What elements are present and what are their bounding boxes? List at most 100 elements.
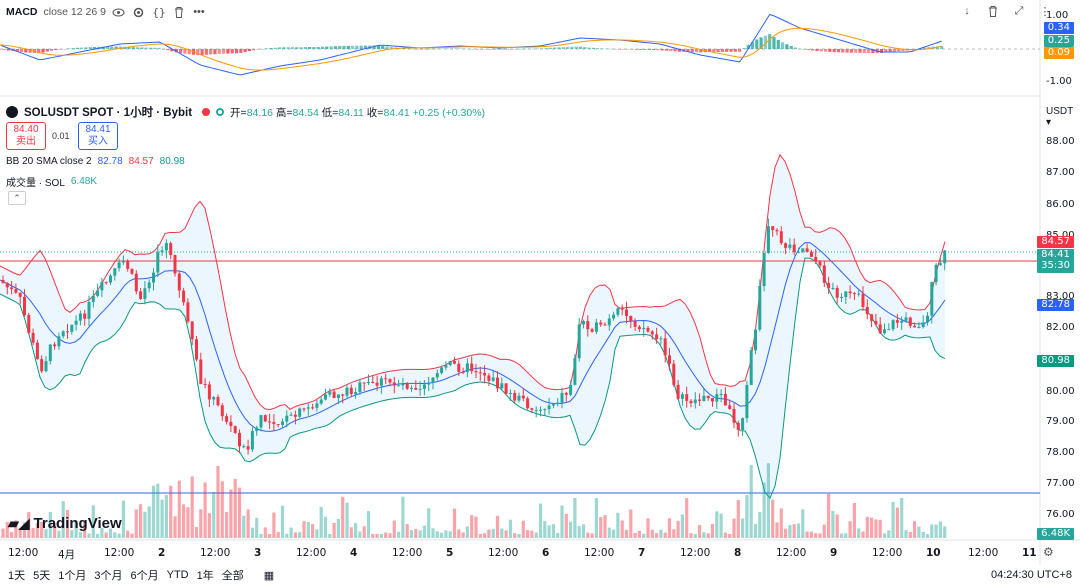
volume-bar: [87, 533, 91, 538]
volume-bar: [629, 509, 633, 538]
volume-bar: [405, 524, 409, 538]
time-axis-label: 12:00: [680, 547, 711, 559]
candle: [319, 399, 323, 404]
candle: [745, 384, 749, 419]
range-1m[interactable]: 1个月: [58, 570, 87, 582]
candle: [625, 309, 628, 316]
buy-price: 84.41: [85, 124, 111, 135]
time-axis-label: 12:00: [776, 547, 807, 559]
volume-bar: [569, 521, 573, 538]
volume-bar: [358, 531, 362, 538]
bb-upper-tag: 84.57: [1037, 236, 1074, 248]
volume-bar: [732, 518, 736, 538]
volume-bar: [18, 528, 22, 538]
range-1y[interactable]: 1年: [196, 570, 214, 582]
volume-bar: [113, 532, 117, 538]
volume-bar: [521, 520, 525, 538]
arrow-down-icon[interactable]: ↓: [964, 5, 970, 17]
candle: [530, 408, 534, 410]
range-all[interactable]: 全部: [221, 570, 244, 582]
macd-histogram-bar: [183, 49, 187, 54]
settings-icon[interactable]: [132, 5, 146, 19]
maximize-icon[interactable]: ⤢: [1014, 4, 1024, 17]
sell-button[interactable]: 84.40 卖出: [6, 122, 46, 150]
candle: [431, 377, 435, 383]
volume-bar: [594, 498, 598, 538]
macd-histogram-bar: [342, 45, 346, 49]
candle: [23, 296, 26, 316]
currency-selector[interactable]: USDT ▾: [1046, 106, 1080, 128]
pane-more-icon[interactable]: ⋮: [1039, 5, 1051, 18]
candle: [401, 383, 405, 386]
buy-button[interactable]: 84.41 买入: [78, 122, 118, 150]
volume-bar: [543, 521, 547, 538]
candle: [921, 322, 925, 327]
macd-histogram-bar: [695, 49, 699, 53]
volume-bar: [882, 533, 887, 538]
volume-bar: [259, 533, 263, 538]
volume-bar: [620, 520, 624, 538]
calendar-icon[interactable]: ▦: [263, 569, 275, 582]
candle: [1, 280, 5, 283]
macd-histogram-bar: [858, 49, 862, 53]
macd-histogram-bar: [604, 48, 608, 50]
change-value: +0.25 (+0.30%): [412, 106, 486, 119]
macd-legend: MACD close 12 26 9 {} •••: [6, 5, 206, 19]
candle: [324, 394, 327, 400]
candle: [53, 344, 57, 347]
clock[interactable]: 04:24:30 UTC+8: [990, 569, 1072, 581]
volume-bar: [728, 533, 732, 538]
range-3m[interactable]: 3个月: [94, 570, 123, 582]
volume-bar: [844, 533, 848, 538]
range-1d[interactable]: 1天: [8, 570, 26, 582]
macd-histogram-bar: [518, 48, 522, 50]
macd-histogram-bar: [626, 49, 630, 50]
candle: [543, 409, 547, 411]
volume-bar: [461, 532, 465, 538]
candle: [827, 282, 831, 289]
volume-bar: [147, 506, 151, 538]
candle: [457, 363, 461, 372]
macd-histogram-bar: [226, 49, 230, 54]
tradingview-logo[interactable]: ▰◢ TradingView: [8, 515, 122, 532]
more-icon[interactable]: •••: [193, 6, 205, 18]
candle: [83, 313, 87, 319]
volume-bar: [581, 524, 586, 538]
range-5d[interactable]: 5天: [33, 570, 51, 582]
macd-histogram-bar: [621, 49, 626, 50]
macd-histogram-bar: [213, 49, 217, 55]
range-6m[interactable]: 6个月: [130, 570, 159, 582]
range-ytd[interactable]: YTD: [166, 569, 189, 581]
volume-bar: [805, 531, 809, 538]
volume-legend[interactable]: 成交量 · SOL 6.48K: [6, 174, 97, 189]
macd-histogram-bar: [467, 48, 471, 50]
symbol-title[interactable]: SOLUSDT SPOT · 1小时 · Bybit: [24, 107, 193, 119]
volume-bar: [156, 483, 160, 538]
delete-icon[interactable]: [172, 5, 186, 19]
candle: [203, 383, 207, 385]
candle: [878, 324, 882, 334]
bb-legend[interactable]: BB 20 SMA close 2 82.78 84.57 80.98: [6, 156, 185, 167]
volume-bar: [435, 531, 439, 538]
currency-label: USDT: [1046, 106, 1074, 117]
volume-bar: [655, 533, 659, 538]
volume-bar: [448, 531, 452, 538]
candle: [229, 421, 233, 427]
candle: [637, 326, 641, 330]
settings-gear-icon[interactable]: ⚙: [1043, 545, 1054, 559]
collapse-legend-button[interactable]: ⌃: [8, 191, 26, 205]
volume-tag: 6.48K: [1037, 528, 1074, 540]
volume-bar: [345, 502, 349, 538]
macd-histogram-bar: [738, 49, 742, 52]
candle: [414, 387, 418, 390]
candle: [109, 275, 112, 283]
macd-histogram-bar: [922, 47, 927, 49]
delete-pane-icon[interactable]: [986, 4, 1000, 18]
eye-icon[interactable]: [112, 5, 126, 19]
macd-histogram-bar: [282, 47, 286, 49]
candle: [190, 321, 194, 340]
candle: [354, 392, 358, 395]
source-code-icon[interactable]: {}: [152, 5, 166, 19]
macd-histogram-bar: [480, 49, 484, 50]
